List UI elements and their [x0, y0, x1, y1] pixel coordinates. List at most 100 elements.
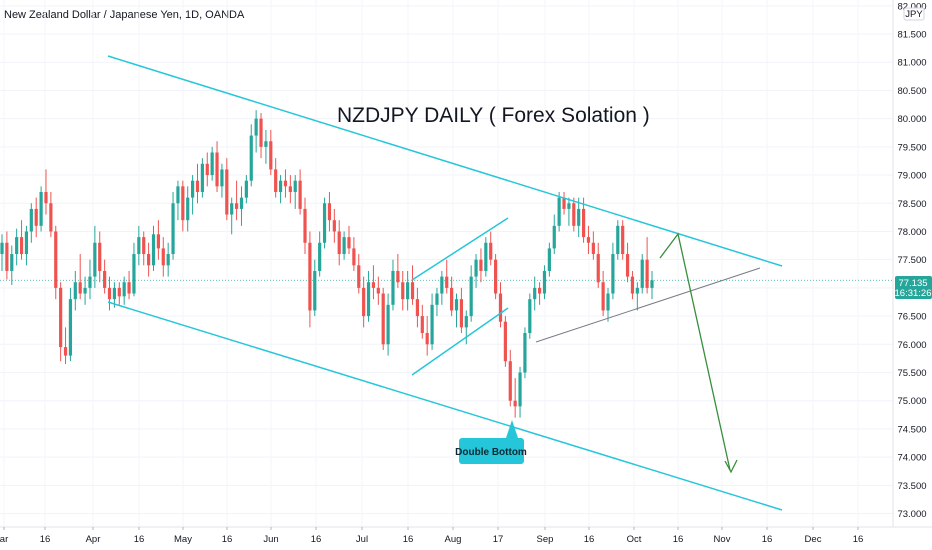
candle-body — [93, 242, 97, 277]
candle — [498, 282, 503, 328]
candle — [156, 220, 160, 260]
candle — [10, 245, 14, 286]
candle — [259, 113, 263, 159]
candle — [171, 191, 175, 260]
candle — [0, 234, 4, 271]
candle — [406, 270, 410, 311]
candle — [63, 327, 68, 365]
candle — [371, 265, 376, 300]
candle — [225, 158, 229, 221]
projection-path[interactable] — [659, 232, 731, 471]
candle-body — [635, 287, 639, 294]
candle — [234, 180, 239, 221]
candle-body — [337, 231, 341, 255]
candle — [640, 254, 644, 294]
candle-body — [450, 287, 454, 311]
candle — [523, 327, 527, 379]
candle-layer — [0, 110, 654, 418]
candle-body — [498, 293, 503, 322]
candle-body — [601, 282, 605, 311]
rising-wedge-lower-line[interactable] — [411, 307, 509, 376]
price-tick-label: 80.500 — [897, 86, 926, 97]
candle — [503, 316, 507, 367]
time-axis[interactable]: ar 16 Apr 16 May 16 Jun 16 Jul 16 Aug 17 Sep 16 Oct 16 N… — [0, 526, 932, 545]
candle — [479, 248, 483, 283]
double-bottom-callout[interactable]: Double Bottom — [455, 420, 527, 464]
candle — [142, 231, 146, 266]
candle-body — [459, 299, 463, 328]
price-axis[interactable]: 82.000 81.500 81.000 80.500 80.000 79.500 79.0… — [892, 0, 932, 550]
rising-wedge-upper-line[interactable] — [411, 217, 509, 281]
time-tick-label: 16 — [311, 534, 322, 545]
candle — [254, 110, 258, 153]
candle — [586, 225, 591, 255]
candle-body — [210, 152, 214, 176]
candle — [274, 158, 278, 198]
candle-body — [318, 242, 322, 271]
candle-body — [479, 259, 483, 271]
candle-body — [200, 163, 204, 192]
candle-body — [39, 191, 43, 226]
candle — [376, 276, 380, 305]
channel-upper-line[interactable] — [107, 55, 783, 267]
candle-body — [191, 180, 195, 198]
candle — [518, 366, 522, 418]
candle-body — [10, 254, 14, 271]
candle-body — [464, 316, 468, 328]
candle — [611, 242, 615, 300]
drawing-layer — [107, 55, 783, 511]
candle-body — [5, 242, 9, 271]
candle-body — [645, 259, 649, 288]
callout-label: Double Bottom — [455, 447, 527, 458]
price-tick-label: 81.000 — [897, 58, 926, 69]
candle-body — [513, 400, 517, 407]
time-tick-label: ar — [0, 534, 8, 545]
candle-body — [435, 293, 439, 305]
candle — [435, 287, 439, 317]
price-tick-label: 73.000 — [897, 509, 926, 520]
price-tick-label: 76.000 — [897, 340, 926, 351]
candle-body — [181, 186, 185, 221]
candle-body — [557, 197, 561, 226]
candle-body — [195, 180, 200, 192]
candle-body — [29, 208, 33, 232]
candle — [303, 197, 307, 255]
candle-body — [278, 180, 283, 192]
candle — [210, 146, 214, 181]
candle-body — [640, 259, 644, 288]
candle-body — [577, 208, 581, 226]
candle — [337, 220, 341, 266]
candle-body — [254, 118, 258, 136]
candle-body — [596, 254, 600, 283]
candle — [450, 276, 454, 317]
candle — [650, 270, 654, 300]
candle — [191, 175, 195, 215]
candle-body — [581, 208, 586, 238]
candle — [44, 169, 48, 215]
time-tick-label: 16 — [762, 534, 773, 545]
candle-body — [249, 135, 253, 181]
candle-body — [322, 203, 327, 243]
candle-body — [259, 118, 263, 147]
candle-body — [220, 169, 224, 187]
time-tick-label: 16 — [673, 534, 684, 545]
candle — [122, 276, 126, 305]
candle-body — [78, 282, 82, 294]
candle — [440, 270, 444, 305]
candle — [93, 225, 97, 288]
candle — [401, 270, 405, 311]
candle-body — [34, 208, 38, 226]
candle-body — [151, 234, 156, 266]
price-tick-label: 80.000 — [897, 114, 926, 125]
candle — [630, 270, 635, 300]
support-trendline[interactable] — [535, 267, 761, 343]
candle — [635, 282, 639, 311]
time-tick-label: Jun — [263, 534, 278, 545]
candle — [59, 282, 63, 362]
channel-lower-line[interactable] — [107, 301, 783, 511]
price-tick-label: 74.000 — [897, 453, 926, 464]
candle-body — [391, 270, 395, 305]
candle-body — [127, 282, 131, 294]
candle-body — [537, 287, 542, 294]
